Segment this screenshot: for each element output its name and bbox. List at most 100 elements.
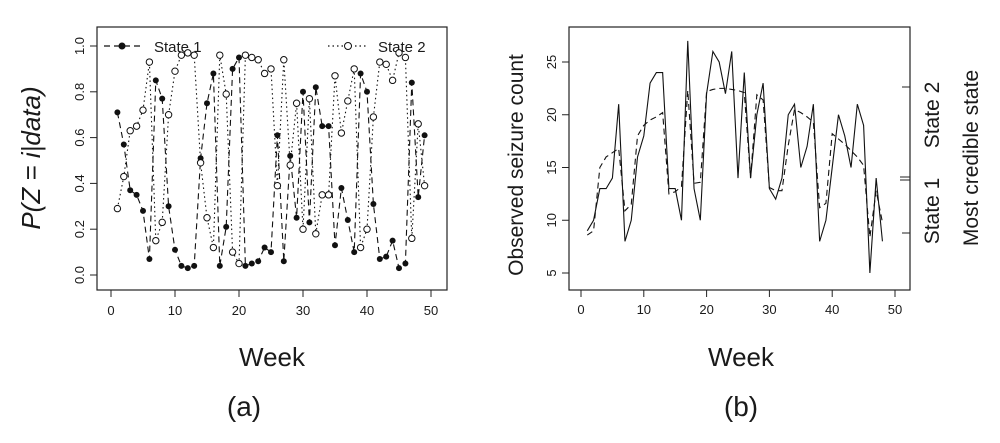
- data-point-state-2: [408, 234, 416, 243]
- panel-label-b: (b): [724, 391, 758, 422]
- legend-marker-state-2: [344, 42, 352, 50]
- data-point-state-1: [127, 187, 134, 194]
- data-point-state-2: [369, 113, 378, 121]
- data-point-state-1: [229, 65, 236, 72]
- data-point-state-2: [350, 65, 358, 73]
- data-point-state-2: [260, 69, 269, 78]
- y-tick-label-b: 20: [544, 108, 559, 122]
- data-point-state-2: [363, 225, 371, 233]
- data-point-state-2: [299, 225, 307, 233]
- data-point-state-2: [280, 56, 288, 64]
- x-tick-label-a: 20: [232, 303, 246, 318]
- data-point-state-1: [210, 70, 217, 77]
- observed-count-line: [586, 40, 883, 274]
- data-point-state-1: [312, 84, 319, 91]
- data-point-state-1: [293, 214, 300, 221]
- data-point-state-2: [395, 49, 403, 57]
- data-point-state-2: [145, 58, 154, 66]
- data-point-state-2: [209, 243, 218, 252]
- data-point-state-2: [113, 204, 122, 213]
- data-point-state-2: [318, 191, 326, 199]
- series-b: [586, 40, 883, 274]
- data-point-state-2: [286, 161, 294, 169]
- data-point-state-2: [248, 53, 256, 62]
- legend-marker-state-1: [118, 42, 126, 50]
- x-axis-title-b: Week: [708, 342, 775, 372]
- data-point-state-2: [401, 53, 410, 62]
- data-point-state-1: [242, 262, 249, 269]
- data-point-state-2: [414, 120, 422, 128]
- y-axis-title-a: P(Z = i|data): [16, 86, 46, 229]
- panel-a: State 1 State 2 0 10 20 30 40 500.00.20.40.60…: [16, 26, 448, 422]
- data-point-state-1: [383, 253, 390, 260]
- x-tick-label-b: 10: [637, 302, 651, 317]
- x-tick-label-b: 50: [888, 302, 902, 317]
- data-point-state-2: [388, 76, 397, 85]
- data-point-state-2: [164, 111, 173, 119]
- data-point-state-2: [222, 90, 230, 98]
- data-point-state-1: [351, 249, 358, 256]
- data-point-state-2: [171, 67, 179, 75]
- data-point-state-2: [216, 51, 224, 59]
- data-point-state-2: [126, 127, 134, 135]
- data-point-state-2: [158, 218, 166, 227]
- data-point-state-1: [120, 141, 127, 148]
- data-point-state-1: [389, 237, 396, 244]
- x-tick-label-a: 50: [424, 303, 438, 318]
- data-point-state-2: [254, 56, 262, 64]
- data-point-state-2: [139, 106, 147, 114]
- data-point-state-1: [319, 123, 326, 130]
- data-point-state-1: [274, 132, 281, 139]
- right-axis-b: State 2 State 1 Most credible state: [900, 70, 983, 246]
- y-axis-title-right-b: Most credible state: [960, 70, 983, 246]
- series-line-state-2: [116, 51, 426, 266]
- data-point-state-1: [261, 244, 268, 251]
- y-tick-label-a: 1.0: [72, 37, 87, 55]
- data-point-state-1: [287, 152, 294, 159]
- data-point-state-1: [191, 262, 198, 269]
- data-point-state-2: [132, 122, 141, 130]
- data-point-state-1: [364, 88, 370, 95]
- right-tick-label-state-2: State 2: [921, 82, 944, 149]
- data-point-state-1: [159, 95, 166, 102]
- data-point-state-1: [370, 201, 377, 208]
- data-point-state-1: [357, 70, 364, 77]
- data-point-state-1: [376, 255, 383, 262]
- y-tick-label-a: 0.4: [72, 174, 87, 192]
- data-point-state-1: [344, 217, 351, 224]
- data-point-state-1: [408, 79, 415, 86]
- data-point-state-1: [114, 109, 121, 116]
- data-point-state-1: [325, 123, 332, 130]
- data-point-state-1: [236, 54, 242, 61]
- x-tick-label-b: 0: [577, 302, 584, 317]
- data-point-state-1: [178, 262, 185, 269]
- y-axis-title-b: Observed seizure count: [505, 54, 528, 276]
- data-point-state-2: [267, 65, 275, 73]
- data-point-state-2: [228, 248, 237, 256]
- axes-b: 0 10 20 30 40 50 5 10 15 20 25: [544, 55, 902, 317]
- data-point-state-2: [184, 49, 192, 57]
- x-tick-label-b: 40: [825, 302, 839, 317]
- y-tick-label-b: 5: [544, 269, 559, 276]
- data-point-state-2: [356, 243, 365, 252]
- data-point-state-2: [305, 94, 314, 103]
- data-point-state-1: [172, 246, 178, 253]
- data-point-state-1: [280, 258, 287, 265]
- data-point-state-2: [152, 236, 160, 245]
- data-point-state-1: [338, 184, 345, 191]
- data-point-state-2: [337, 129, 346, 137]
- panel-label-a: (a): [227, 391, 261, 422]
- data-point-state-1: [146, 255, 153, 262]
- data-point-state-1: [248, 260, 255, 267]
- x-tick-label-b: 30: [762, 302, 776, 317]
- y-tick-label-a: 0.0: [72, 266, 87, 284]
- data-point-state-2: [120, 172, 128, 181]
- data-point-state-2: [382, 60, 390, 69]
- data-point-state-2: [331, 72, 339, 80]
- data-point-state-1: [332, 242, 338, 249]
- data-point-state-1: [268, 249, 274, 256]
- data-point-state-1: [184, 265, 191, 272]
- panel-b: 0 10 20 30 40 50 5 10 15 20 25 State 2 State 1 Mos…: [505, 26, 983, 422]
- data-point-state-1: [152, 77, 159, 84]
